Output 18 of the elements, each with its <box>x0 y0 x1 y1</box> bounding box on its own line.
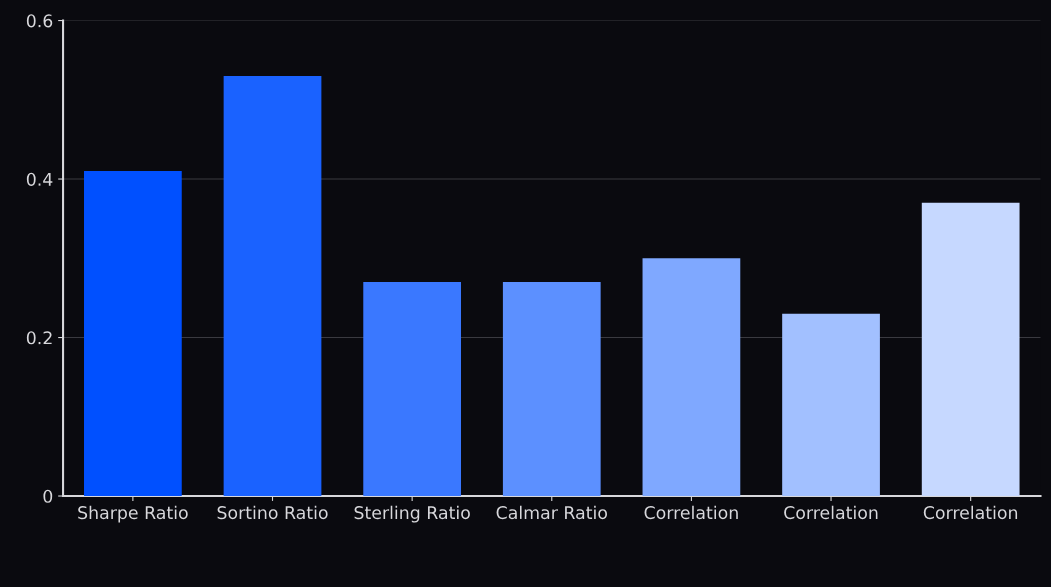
y-tick-label: 0.4 <box>26 172 53 186</box>
y-tick-label: 0 <box>43 489 53 503</box>
y-tick-label: 0.6 <box>26 14 53 28</box>
bar <box>921 202 1020 497</box>
x-tick-label: Calmar Ratio <box>496 505 607 520</box>
x-tick-label: Correlation <box>644 505 738 520</box>
x-tick-label: Correlation <box>784 505 878 520</box>
x-tick-label: Sortino Ratio <box>217 505 328 520</box>
x-tick-label: Sterling Ratio <box>354 505 470 523</box>
bar <box>363 282 462 497</box>
bar <box>223 76 322 497</box>
bar <box>642 258 741 497</box>
x-tick-label: Sharpe Ratio <box>78 505 188 523</box>
bar <box>84 171 182 497</box>
y-tick-label: 0.2 <box>26 331 52 345</box>
bar <box>782 313 880 497</box>
x-tick-label: Correlation <box>923 505 1018 520</box>
bar <box>502 282 601 497</box>
